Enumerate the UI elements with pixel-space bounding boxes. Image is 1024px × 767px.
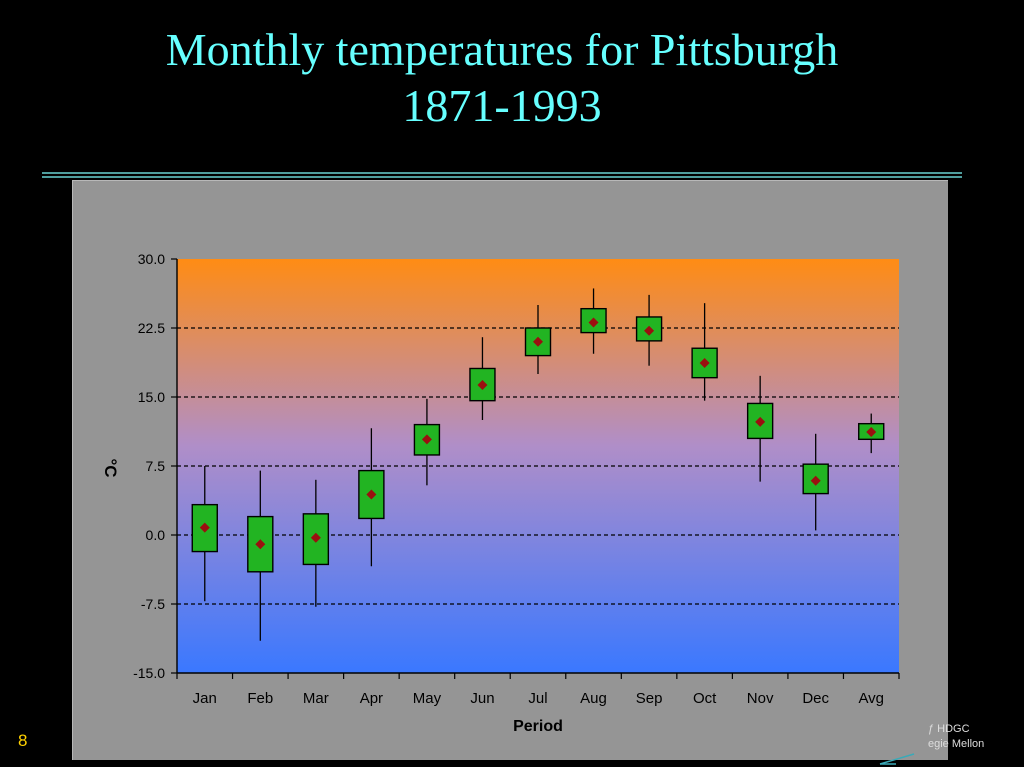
x-tick-label: Mar	[303, 690, 329, 707]
y-tick-label: 30.0	[138, 251, 165, 267]
mean-marker	[810, 475, 821, 486]
y-tick-label: 22.5	[138, 320, 165, 336]
axes: 30.0 22.5 15.0 7.5 0.0 -7.5 -15.0 Jan Feb Mar Apr M…	[133, 251, 900, 707]
title-divider	[42, 172, 962, 174]
x-tick-label: May	[413, 690, 442, 707]
slide-number: 8	[18, 731, 28, 750]
title-line-1: Monthly temperatures for Pittsburgh	[165, 24, 839, 75]
footer-line-2: egie Mellon	[928, 738, 985, 750]
x-axis-label: Period	[513, 718, 563, 735]
mean-marker	[699, 357, 710, 368]
x-tick-label: Nov	[747, 690, 774, 707]
box	[413, 423, 441, 456]
x-tick-label: Jan	[193, 690, 217, 707]
x-tick-label: Sep	[636, 690, 663, 707]
mean-marker	[477, 380, 488, 391]
corner-decoration	[879, 753, 915, 765]
mean-marker	[588, 317, 599, 328]
title-divider-secondary	[42, 176, 962, 178]
x-tick-label: Aug	[580, 690, 607, 707]
x-tick-label: Jun	[470, 690, 494, 707]
y-tick-label: 7.5	[146, 458, 166, 474]
mean-marker	[533, 336, 543, 347]
mean-marker	[644, 325, 655, 336]
chart-frame: 30.0 22.5 15.0 7.5 0.0 -7.5 -15.0 Jan Feb Mar Apr M…	[72, 180, 948, 760]
box	[358, 469, 385, 520]
x-tick-label: Oct	[693, 690, 717, 707]
temperature-box-plot: 30.0 22.5 15.0 7.5 0.0 -7.5 -15.0 Jan Feb Mar Apr M…	[101, 251, 900, 735]
mean-marker	[755, 416, 766, 427]
x-tick-label: Dec	[802, 690, 829, 707]
mean-marker	[421, 434, 432, 445]
mean-marker	[310, 532, 321, 543]
mean-marker	[366, 489, 377, 500]
y-axis-label: °C	[101, 458, 120, 477]
x-tick-label: Avg	[858, 690, 884, 707]
y-tick-label: 15.0	[138, 389, 165, 405]
box	[802, 463, 829, 495]
x-tick-label: Apr	[360, 690, 383, 707]
footer-line-1: ƒ HDGC	[928, 723, 970, 735]
y-tick-label: 0.0	[146, 527, 166, 543]
x-tick-label: Feb	[247, 690, 273, 707]
title-line-2: 1871-1993	[402, 80, 602, 131]
x-tick-label: Jul	[528, 690, 547, 707]
mean-marker	[199, 522, 210, 533]
boxes	[191, 288, 885, 641]
box	[469, 367, 496, 402]
footer-credit: ƒ HDGC egie Mellon	[928, 722, 1024, 752]
mean-marker	[866, 426, 877, 437]
slide-title: Monthly temperatures for Pittsburgh 1871…	[0, 22, 1004, 134]
y-tick-label: -7.5	[141, 596, 165, 612]
y-tick-label: -15.0	[133, 665, 165, 681]
